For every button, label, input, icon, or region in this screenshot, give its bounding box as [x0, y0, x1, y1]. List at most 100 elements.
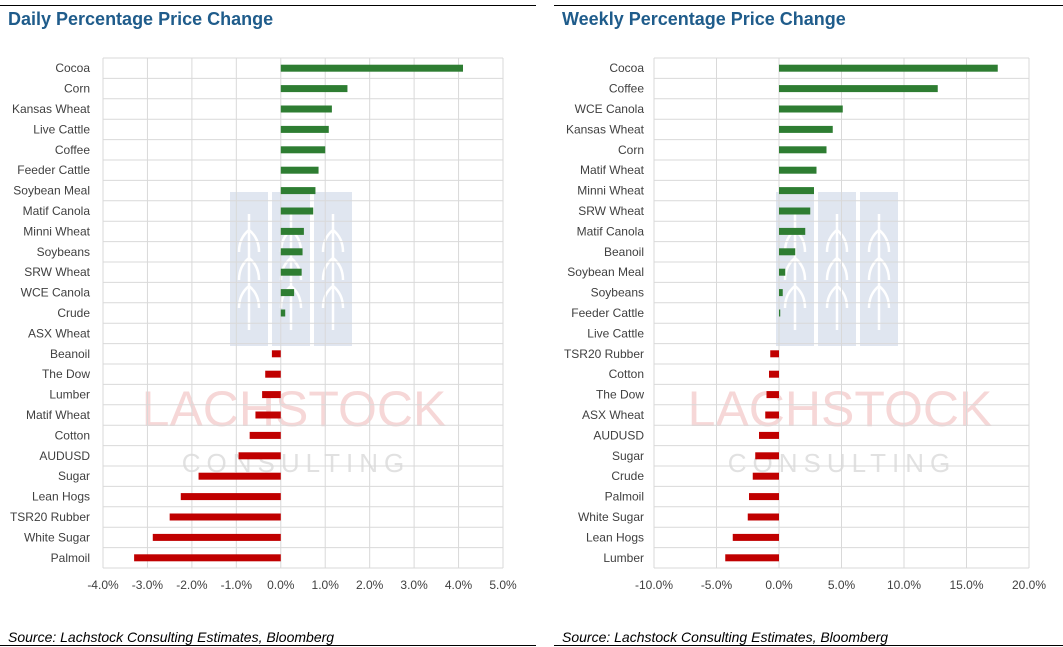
watermark-wheat-icon — [825, 214, 849, 330]
category-label: Crude — [57, 306, 90, 320]
bar — [725, 554, 779, 562]
x-tick-label: 3.0% — [400, 578, 428, 592]
category-label: Matif Wheat — [580, 163, 645, 177]
category-label: Beanoil — [50, 347, 90, 361]
category-label: Soybean Meal — [567, 265, 644, 279]
category-label: Live Cattle — [587, 326, 644, 340]
x-tick-label: 0.0% — [765, 578, 793, 592]
bar — [766, 391, 779, 399]
category-label: ASX Wheat — [582, 408, 645, 422]
x-tick-label: -4.0% — [87, 578, 119, 592]
bar — [732, 533, 779, 541]
category-label: WCE Canola — [575, 102, 645, 116]
category-label: TSR20 Rubber — [564, 347, 644, 361]
bar — [779, 85, 938, 93]
bar — [779, 268, 786, 276]
category-label: AUDUSD — [593, 428, 644, 442]
bar — [249, 431, 281, 439]
bar — [747, 513, 779, 521]
bar — [262, 391, 281, 399]
category-label: SRW Wheat — [24, 265, 90, 279]
category-label: Minni Wheat — [577, 184, 644, 198]
bar — [759, 431, 779, 439]
category-label: Sugar — [58, 469, 90, 483]
category-label: Palmoil — [605, 490, 644, 504]
source-note: Source: Lachstock Consulting Estimates, … — [562, 629, 889, 645]
bottom-rule — [0, 645, 536, 646]
x-tick-label: 5.0% — [828, 578, 856, 592]
bar — [169, 513, 281, 521]
category-label: White Sugar — [24, 530, 90, 544]
bar — [779, 105, 843, 113]
x-tick-label: 0.0% — [267, 578, 295, 592]
bar — [779, 187, 814, 195]
bar — [271, 350, 281, 358]
bar — [238, 452, 281, 460]
chart-title: Weekly Percentage Price Change — [562, 9, 846, 29]
category-label: Beanoil — [604, 245, 644, 259]
bar — [779, 166, 817, 174]
x-tick-label: -5.0% — [701, 578, 733, 592]
category-label: Crude — [611, 469, 644, 483]
bar — [280, 125, 329, 133]
category-label: Minni Wheat — [23, 224, 90, 238]
bar — [152, 533, 281, 541]
bar — [779, 248, 796, 256]
category-label: Soybeans — [37, 245, 90, 259]
bar — [769, 370, 779, 378]
bar — [779, 146, 827, 154]
category-label: Kansas Wheat — [12, 102, 91, 116]
x-tick-label: -1.0% — [221, 578, 253, 592]
category-label: Feeder Cattle — [17, 163, 90, 177]
source-note: Source: Lachstock Consulting Estimates, … — [8, 629, 335, 645]
x-tick-label: 15.0% — [949, 578, 983, 592]
bar — [752, 472, 779, 480]
category-label: Coffee — [55, 143, 90, 157]
bar — [779, 309, 781, 317]
category-label: ASX Wheat — [28, 326, 91, 340]
category-label: Cocoa — [609, 61, 644, 75]
watermark-brand: LACHSTOCK — [142, 381, 447, 437]
category-label: Lean Hogs — [586, 530, 644, 544]
bar — [280, 248, 303, 256]
bar — [198, 472, 281, 480]
x-tick-label: -3.0% — [132, 578, 164, 592]
category-label: TSR20 Rubber — [10, 510, 90, 524]
category-label: Live Cattle — [33, 122, 90, 136]
category-label: Corn — [64, 82, 90, 96]
bar — [280, 85, 348, 93]
category-label: Soybeans — [591, 286, 644, 300]
category-label: Kansas Wheat — [566, 122, 645, 136]
x-tick-label: 1.0% — [312, 578, 340, 592]
category-label: Cocoa — [55, 61, 90, 75]
category-label: SRW Wheat — [578, 204, 644, 218]
category-label: Cotton — [55, 428, 90, 442]
bar — [280, 309, 286, 317]
bar — [280, 227, 304, 235]
category-label: AUDUSD — [39, 449, 90, 463]
bar — [280, 207, 314, 215]
daily-chart-panel: Daily Percentage Price Change LACHSTOCK C… — [0, 5, 536, 646]
category-label: The Dow — [42, 367, 90, 381]
bar — [280, 268, 302, 276]
top-rule — [554, 5, 1063, 6]
bar — [779, 289, 783, 297]
bar — [779, 125, 833, 133]
bar — [779, 227, 806, 235]
category-label: The Dow — [596, 388, 644, 402]
category-label: Matif Wheat — [26, 408, 91, 422]
x-tick-label: 4.0% — [445, 578, 473, 592]
bar — [779, 64, 998, 72]
bar — [265, 370, 281, 378]
bar — [779, 207, 811, 215]
x-tick-label: -2.0% — [176, 578, 208, 592]
category-label: Lean Hogs — [32, 490, 90, 504]
category-label: Lumber — [49, 388, 90, 402]
category-label: Matif Canola — [577, 224, 645, 238]
category-label: Soybean Meal — [13, 184, 90, 198]
bar — [280, 187, 316, 195]
chart-title: Daily Percentage Price Change — [8, 9, 274, 29]
category-label: Matif Canola — [23, 204, 91, 218]
